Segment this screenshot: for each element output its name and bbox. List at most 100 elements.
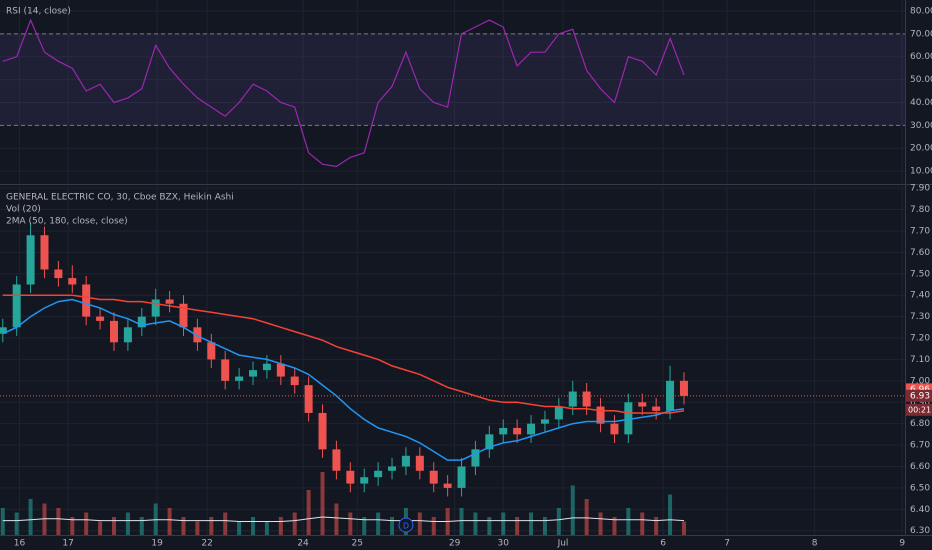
- x-tick-label: 16: [14, 539, 26, 549]
- candle-body: [137, 316, 146, 328]
- x-tick-label: 30: [498, 539, 510, 549]
- volume-bar: [668, 494, 673, 535]
- volume-bar: [28, 499, 33, 535]
- volume-bar: [139, 517, 144, 535]
- rsi-line: [2, 18, 685, 168]
- volume-bar: [570, 485, 575, 535]
- y-tick-label: 7.00: [910, 376, 930, 386]
- volume-bar: [98, 521, 103, 535]
- candle-body: [638, 402, 647, 407]
- y-tick-label: 7.30: [910, 312, 930, 322]
- y-tick-label: 7.60: [910, 248, 930, 258]
- candle-body: [221, 359, 230, 381]
- volume-bar: [278, 517, 283, 535]
- volume-bar: [501, 512, 506, 535]
- candle-body: [374, 470, 383, 478]
- candle-body: [12, 284, 21, 328]
- volume-bar: [223, 512, 228, 535]
- volume-bar: [640, 512, 645, 535]
- volume-bar: [195, 521, 200, 535]
- candle-body: [82, 284, 91, 317]
- candle-body: [527, 423, 536, 435]
- pane-title: GENERAL ELECTRIC CO, 30, Cboe BZX, Heiki…: [6, 193, 234, 203]
- indicator-label: 2MA (50, 180, close, close): [6, 217, 128, 227]
- x-tick-label: 8: [812, 539, 818, 549]
- candle-body: [499, 427, 508, 435]
- candle-body: [249, 370, 258, 377]
- y-tick-label: 6.90: [910, 398, 930, 408]
- volume-bar: [473, 512, 478, 535]
- candle-body: [179, 303, 188, 328]
- volume-bar: [515, 517, 520, 535]
- volume-bar: [417, 512, 422, 535]
- candle-body: [235, 376, 244, 381]
- y-tick-label: 80.00: [910, 6, 932, 16]
- x-tick-label: 6: [660, 539, 666, 549]
- candle-body: [290, 376, 299, 386]
- x-tick-label: 19: [151, 539, 163, 549]
- candle-body: [666, 380, 675, 411]
- volume-bar: [556, 508, 561, 535]
- volume-bar: [529, 512, 534, 535]
- volume-bar: [584, 499, 589, 535]
- volume-bar: [111, 517, 116, 535]
- y-tick-label: 7.10: [910, 355, 930, 365]
- candle-body: [26, 235, 35, 285]
- x-tick-label: Jul: [557, 539, 569, 549]
- y-tick-label: 7.70: [910, 226, 930, 236]
- y-tick-label: 20.00: [910, 144, 932, 154]
- y-tick-label: 6.60: [910, 462, 930, 472]
- volume-bar: [362, 517, 367, 535]
- x-tick-label: 22: [201, 539, 212, 549]
- y-tick-label: 6.40: [910, 505, 930, 515]
- x-tick-label: 7: [724, 539, 730, 549]
- candle-body: [401, 455, 410, 467]
- volume-bar: [654, 517, 659, 535]
- volume-bar: [306, 490, 311, 535]
- candle-body: [0, 327, 7, 334]
- volume-bar: [125, 512, 130, 535]
- y-tick-label: 7.40: [910, 291, 930, 301]
- y-tick-label: 6.30: [910, 526, 930, 536]
- y-tick-label: 10.00: [910, 167, 932, 177]
- candle-body: [568, 391, 577, 407]
- volume-bar: [334, 503, 339, 535]
- x-tick-label: 29: [449, 539, 461, 549]
- volume-bar: [292, 512, 297, 535]
- volume-bar: [56, 508, 61, 535]
- moving-average: [2, 294, 685, 414]
- volume-bar: [181, 517, 186, 535]
- candle-body: [40, 235, 49, 270]
- volume-bar: [264, 521, 269, 535]
- y-tick-label: 50.00: [910, 75, 932, 85]
- countdown: 00:21: [908, 405, 931, 414]
- candle-body: [554, 406, 563, 420]
- candle-body: [165, 299, 174, 304]
- volume-bar: [542, 517, 547, 535]
- candle-body: [68, 278, 77, 285]
- candle-body: [123, 327, 132, 343]
- volume-bar: [84, 512, 89, 535]
- volume-bar: [70, 517, 75, 535]
- candle-body: [346, 470, 355, 484]
- volume-ma: [2, 516, 685, 522]
- x-tick-label: 24: [297, 539, 309, 549]
- candle-body: [415, 455, 424, 471]
- y-tick-label: 7.90: [910, 184, 930, 194]
- candle-body: [360, 477, 369, 484]
- y-tick-label: 70.00: [910, 29, 932, 39]
- candle-body: [109, 320, 118, 343]
- event-marker: [398, 517, 414, 533]
- volume-bar: [251, 517, 256, 535]
- y-tick-label: 6.50: [910, 483, 930, 493]
- candle-body: [652, 406, 661, 411]
- x-tick-label: 25: [352, 539, 363, 549]
- volume-bar: [376, 512, 381, 535]
- x-tick-label: 9: [899, 539, 905, 549]
- indicator-label: Vol (20): [6, 205, 41, 215]
- volume-bar: [390, 517, 395, 535]
- candle-body: [610, 423, 619, 435]
- y-tick-label: 6.70: [910, 441, 930, 451]
- candle-body: [582, 391, 591, 407]
- candle-body: [596, 406, 605, 424]
